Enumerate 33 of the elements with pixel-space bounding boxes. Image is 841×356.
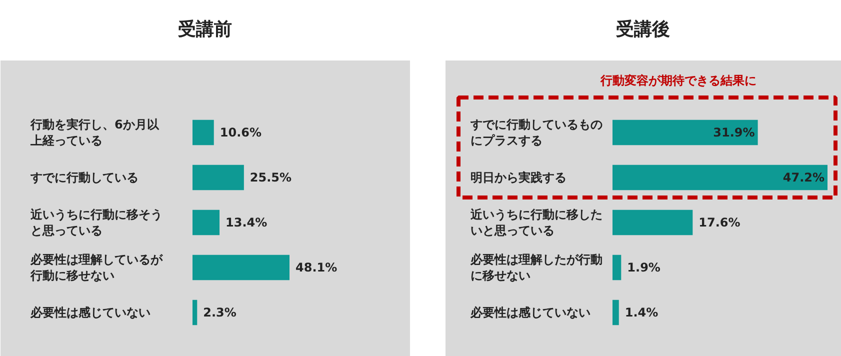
data-label: 2.3% [203, 306, 236, 320]
y-tick-label: 必要性は感じていない [30, 306, 150, 320]
chart-title: 受講後 [615, 18, 671, 42]
y-tick-label: 必要性は理解したが行動に移せない [470, 252, 602, 283]
y-tick-label: すでに行動している [30, 170, 138, 184]
bar [192, 210, 220, 236]
bar [612, 254, 622, 280]
bar [612, 210, 693, 236]
y-tick-label: 近いうちに行動に移そうと思っている [30, 207, 162, 238]
data-label: 1.4% [624, 306, 658, 320]
bar [192, 254, 290, 280]
bar [612, 164, 828, 190]
bar [192, 120, 214, 146]
text: 行動変容が期待できる結果に [600, 74, 756, 88]
bar [192, 164, 244, 190]
bar [192, 300, 198, 326]
y-tick-label: 必要性は感じていない [470, 306, 590, 320]
data-label: 47.2% [782, 170, 825, 184]
y-tick-label: 明日から実践する [470, 170, 566, 184]
data-label: 13.4% [226, 216, 268, 230]
data-label: 48.1% [296, 260, 338, 274]
bar [612, 300, 619, 326]
data-label: 31.9% [713, 126, 755, 140]
y-tick-label: すでに行動しているものにプラスする [470, 117, 602, 148]
data-label: 1.9% [627, 260, 660, 274]
y-tick-label: 必要性は理解しているが行動に移せない [30, 252, 164, 283]
y-tick-label: 近いうちに行動に移したいと思っている [470, 207, 602, 238]
bar [612, 120, 758, 146]
data-label: 10.6% [220, 126, 262, 140]
data-label: 25.5% [250, 170, 292, 184]
y-tick-label: 行動を実行し、6か月以上経っている [30, 117, 160, 148]
data-label: 17.6% [698, 216, 740, 230]
chart-title: 受講前 [177, 18, 233, 42]
